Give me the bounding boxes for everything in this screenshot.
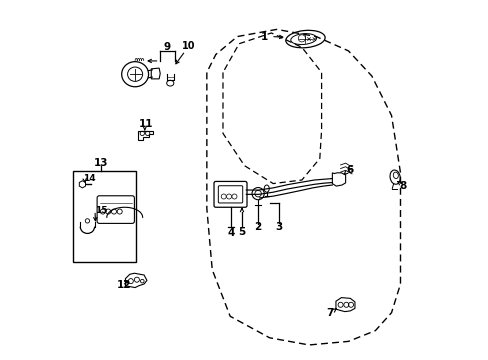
Polygon shape: [125, 273, 147, 288]
Text: 6: 6: [346, 165, 353, 175]
Text: 3: 3: [275, 222, 283, 232]
Text: 9: 9: [163, 42, 170, 51]
Polygon shape: [332, 173, 345, 186]
Text: 11: 11: [139, 120, 153, 129]
Bar: [73, 171, 136, 262]
Text: 15: 15: [95, 206, 107, 215]
Text: 10: 10: [182, 41, 195, 51]
Polygon shape: [79, 181, 85, 188]
Polygon shape: [335, 298, 354, 312]
Polygon shape: [138, 131, 153, 140]
Text: 5: 5: [238, 227, 245, 237]
Text: 13: 13: [94, 158, 108, 168]
Text: 7: 7: [325, 308, 333, 318]
Text: 1: 1: [261, 32, 267, 41]
Text: 14: 14: [83, 175, 96, 184]
Text: 4: 4: [227, 228, 234, 238]
Polygon shape: [151, 68, 160, 79]
Text: 2: 2: [254, 222, 261, 232]
Text: 12: 12: [116, 280, 131, 290]
Text: 8: 8: [399, 181, 406, 191]
